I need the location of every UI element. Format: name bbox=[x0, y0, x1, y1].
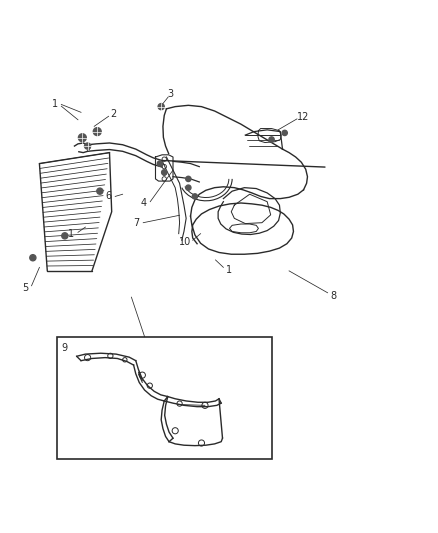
Circle shape bbox=[162, 169, 167, 175]
Text: 12: 12 bbox=[297, 112, 309, 122]
Circle shape bbox=[186, 185, 191, 190]
Text: 9: 9 bbox=[62, 343, 68, 352]
Circle shape bbox=[282, 130, 287, 135]
Text: 5: 5 bbox=[22, 284, 28, 293]
Text: 1: 1 bbox=[52, 99, 58, 109]
Text: 10: 10 bbox=[179, 237, 191, 247]
Circle shape bbox=[62, 233, 68, 239]
Circle shape bbox=[93, 128, 101, 135]
Text: 8: 8 bbox=[331, 291, 337, 301]
Text: 4: 4 bbox=[141, 198, 147, 208]
Text: 6: 6 bbox=[106, 191, 112, 201]
Circle shape bbox=[78, 134, 86, 142]
Text: 1: 1 bbox=[68, 229, 74, 239]
Circle shape bbox=[85, 143, 91, 149]
Text: 1: 1 bbox=[226, 265, 232, 275]
Circle shape bbox=[269, 137, 274, 142]
Circle shape bbox=[157, 161, 162, 166]
Bar bbox=[57, 336, 272, 459]
Circle shape bbox=[192, 194, 198, 199]
Circle shape bbox=[30, 255, 36, 261]
Circle shape bbox=[97, 188, 103, 194]
Text: 2: 2 bbox=[110, 109, 116, 119]
Text: 3: 3 bbox=[167, 90, 173, 99]
Circle shape bbox=[158, 103, 164, 110]
Text: 7: 7 bbox=[134, 217, 140, 228]
Circle shape bbox=[186, 176, 191, 182]
